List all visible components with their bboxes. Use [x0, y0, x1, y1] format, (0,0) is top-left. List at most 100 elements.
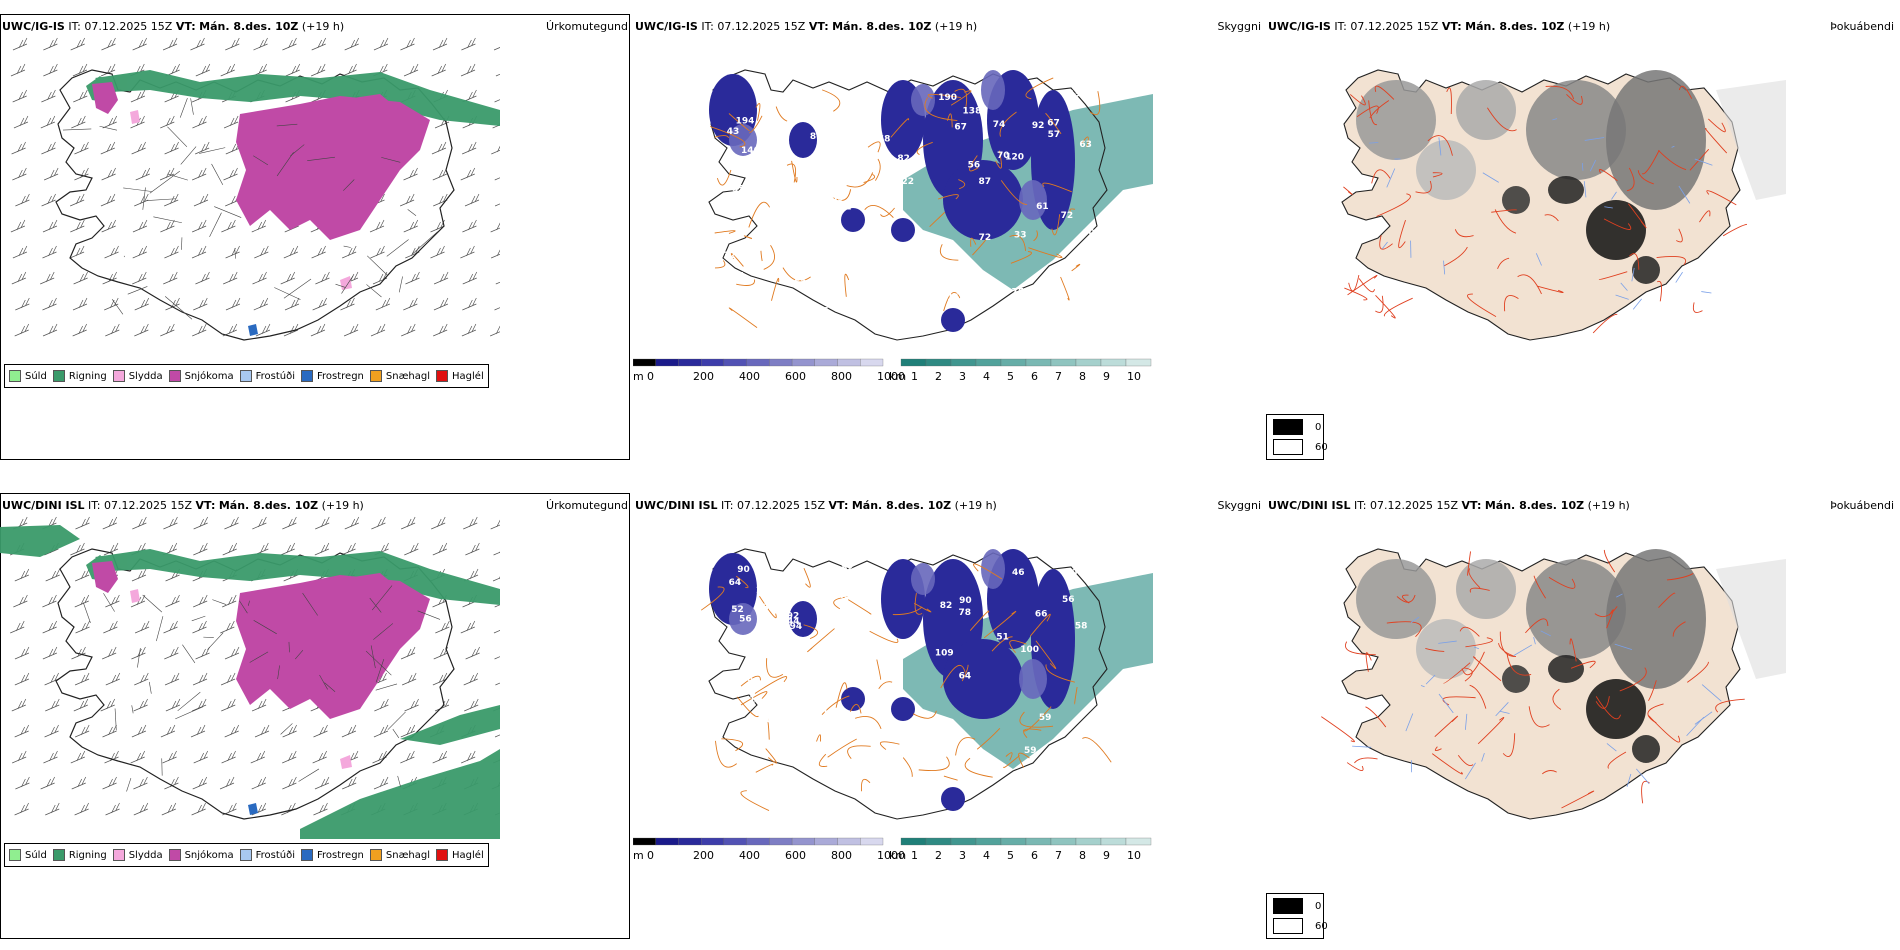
visibility-value-label: 82 — [940, 601, 953, 611]
visibility-value-label: 82 — [897, 154, 910, 164]
vt-value: Mán. 8.des. 10Z — [1465, 20, 1565, 33]
visibility-value-label: 56 — [1062, 595, 1075, 605]
visibility-colorbar-segment — [1100, 837, 1127, 846]
visibility-value-label: 405 — [919, 746, 938, 756]
visibility-value-label: 130 — [756, 603, 775, 613]
visibility-value-label: 67 — [1047, 119, 1060, 129]
fog-title: Þokuábendi — [1830, 499, 1894, 512]
visibility-value-label: 190 — [938, 93, 957, 103]
legend-item: Rigning — [52, 370, 107, 382]
legend-label: Frostregn — [317, 849, 364, 861]
visibility-tick-label: 2 — [935, 849, 942, 862]
legend-label: Snjókoma — [184, 370, 234, 382]
visibility-tick-label: 8 — [1079, 849, 1086, 862]
visibility-value-label: 79 — [1066, 271, 1079, 281]
lead-time: (+19 h) — [301, 20, 345, 33]
visibility-value-label: 160 — [756, 586, 775, 596]
legend-item: Haglél — [436, 370, 484, 382]
model-name: UWC/IG-IS — [2, 20, 65, 33]
visibility-colorbar-segment — [1050, 837, 1077, 846]
fog-legend-label: 0 — [1315, 421, 1322, 433]
ceiling-tick-label: 400 — [739, 849, 760, 862]
vt-value: Mán. 8.des. 10Z — [851, 499, 952, 512]
visibility-tick-label: 1 — [911, 370, 918, 383]
visibility-map: 146 9087739282721016779908470535546596861… — [708, 69, 1153, 341]
visibility-value-label: 122 — [895, 177, 914, 187]
visibility-value-label: 82 — [841, 563, 854, 573]
visibility-tick-label: 3 — [959, 370, 966, 383]
visibility-value-label: 109 — [935, 649, 954, 659]
legend-swatch — [168, 370, 181, 382]
visibility-value-label: 84 — [830, 126, 843, 136]
legend-swatch — [301, 370, 313, 382]
visibility-colorbar-segment — [950, 837, 977, 846]
visibility-value-label: 32 — [723, 251, 736, 261]
visibility-colorbar-segment — [900, 837, 927, 846]
lead-time: (+19 h) — [321, 499, 364, 512]
fog-legend-swatch — [1273, 419, 1303, 435]
legend-label: Súld — [25, 370, 47, 382]
visibility-colorbar-segment — [925, 358, 952, 367]
fog-panel: UWC/DINI ISL IT: 07.12.2025 15Z VT: Mán.… — [1266, 493, 1896, 943]
visibility-title: Skyggni — [1217, 20, 1261, 33]
visibility-colorbar-segment — [925, 837, 952, 846]
precip-header: UWC/DINI ISL IT: 07.12.2025 15Z VT: Mán.… — [2, 499, 364, 512]
visibility-value-label: 59 — [831, 194, 844, 204]
ceiling-colorbar-segment — [860, 358, 884, 367]
ceiling-colorbar-segment — [701, 358, 725, 367]
fog-legend-item: 0 — [1273, 898, 1321, 914]
visibility-colorbar-segment — [1125, 358, 1152, 367]
visibility-value-label: 82 — [891, 322, 904, 332]
visibility-value-label: 138 — [963, 107, 982, 117]
visibility-value-label: 80 — [821, 739, 834, 749]
vt-label: VT: — [808, 20, 829, 33]
visibility-value-label: 84 — [892, 751, 905, 761]
ceiling-colorbar-segment — [837, 358, 861, 367]
legend-swatch — [436, 370, 449, 382]
visibility-value-label: 51 — [996, 633, 1009, 643]
ceiling-tick-label: 600 — [785, 849, 806, 862]
visibility-colorbar-segment — [1000, 358, 1027, 367]
fog-panel: UWC/IG-IS IT: 07.12.2025 15Z VT: Mán. 8.… — [1266, 14, 1896, 464]
visibility-value-label: 172 — [912, 267, 931, 277]
visibility-value-label: 73 — [903, 311, 916, 321]
visibility-colorbar-segment — [1050, 358, 1077, 367]
ceiling-tick-label: 600 — [785, 370, 806, 383]
visibility-value-label: 285 — [769, 153, 788, 163]
ceiling-colorbar-segment — [678, 358, 702, 367]
visibility-value-label: 72 — [1061, 211, 1074, 221]
visibility-value-label: 52 — [731, 605, 744, 615]
visibility-value-label: 50 — [1065, 569, 1078, 579]
legend-label: Rigning — [68, 370, 107, 382]
visibility-value-label: 57 — [1048, 130, 1061, 140]
precip-legend: Súld Rigning Slydda Snjókoma Frostúði Frostre… — [4, 843, 489, 867]
fog-legend-swatch — [1273, 918, 1303, 934]
visibility-tick-label: 10 — [1127, 849, 1141, 862]
visibility-value-label: 55 — [732, 185, 745, 195]
model-name: UWC/DINI ISL — [635, 499, 718, 512]
visibility-value-label: 66 — [1035, 610, 1048, 620]
vt-label: VT: — [175, 20, 196, 33]
vt-label: VT: — [828, 499, 849, 512]
visibility-value-label: 58 — [810, 204, 823, 214]
vt-value: Mán. 8.des. 10Z — [1484, 499, 1585, 512]
visibility-value-label: 75 — [1068, 754, 1081, 764]
visibility-value-label: 56 — [968, 160, 981, 170]
ceiling-colorbar-segment — [746, 358, 770, 367]
ceiling-tick-label: 200 — [693, 370, 714, 383]
visibility-unit: km — [889, 849, 907, 862]
visibility-value-label: 100 — [1020, 645, 1039, 655]
visibility-tick-label: 2 — [935, 370, 942, 383]
ceiling-colorbar-segment — [860, 837, 884, 846]
ceiling-tick-label: 400 — [739, 370, 760, 383]
visibility-value-label: 56 — [739, 615, 752, 625]
ceiling-unit: m — [633, 370, 644, 383]
visibility-value-label: 68 — [878, 134, 891, 144]
ceiling-tick-label: 1000 — [877, 849, 905, 862]
it-value: 07.12.2025 15Z — [1370, 499, 1459, 512]
visibility-tick-label: 10 — [1127, 370, 1141, 383]
visibility-value-label: 62 — [781, 98, 794, 108]
precip-panel: UWC/DINI ISL IT: 07.12.2025 15Z VT: Mán.… — [0, 493, 630, 943]
ceiling-colorbar-segment — [746, 837, 770, 846]
legend-label: Slydda — [128, 849, 163, 861]
